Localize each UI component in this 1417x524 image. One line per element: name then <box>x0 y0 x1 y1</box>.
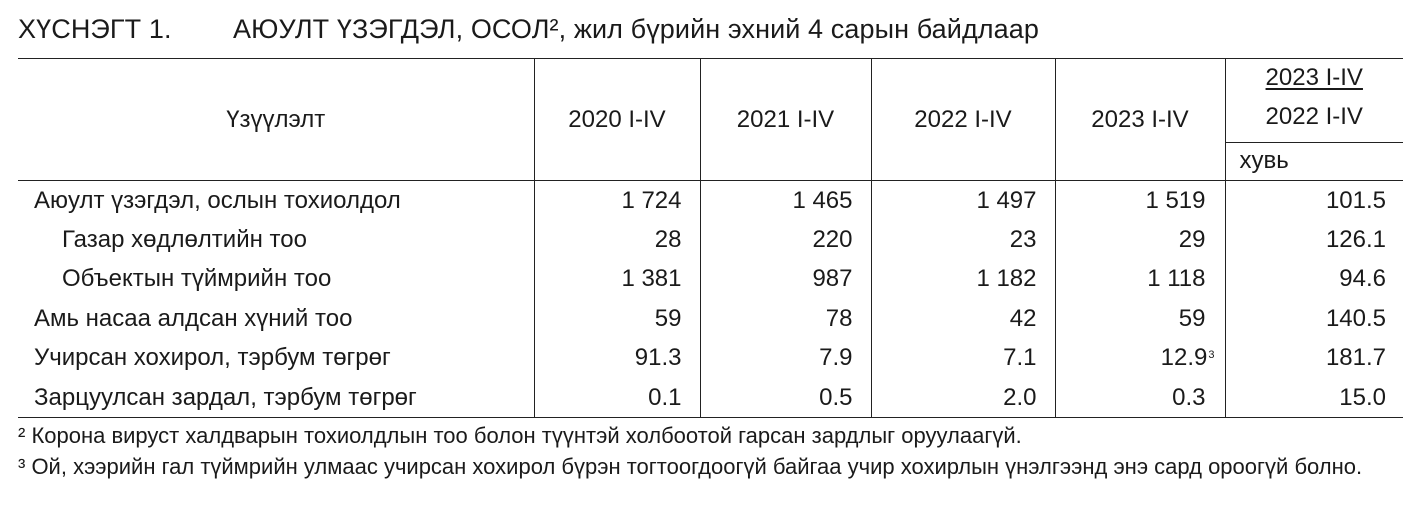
cell-2022: 1 497 <box>870 180 1055 221</box>
table-title-text: АЮУЛТ ҮЗЭГДЭЛ, ОСОЛ², жил бүрийн эхний 4… <box>233 14 1040 44</box>
table-row: Учирсан хохирол, тэрбум төгрөг 91.3 7.9 … <box>18 338 1403 378</box>
cell-2023: 59 <box>1054 299 1225 339</box>
cell-2022: 7.1 <box>870 338 1055 378</box>
table-number: ХҮСНЭГТ 1. <box>18 14 172 44</box>
cell-2022: 1 182 <box>870 259 1055 300</box>
cell-2021: 7.9 <box>699 338 871 378</box>
header-year-2020: 2020 I-IV <box>533 58 700 181</box>
header-year-2022: 2022 I-IV <box>870 58 1055 181</box>
footnotes: ² Корона вируст халдварын тохиолдлын тоо… <box>18 420 1408 482</box>
footnote-2: ² Корона вируст халдварын тохиолдлын тоо… <box>18 423 1022 448</box>
row-label: Зарцуулсан зардал, тэрбум төгрөг <box>18 377 534 419</box>
header-indicator: Үзүүлэлт <box>18 58 534 181</box>
cell-2020: 91.3 <box>533 338 700 378</box>
cell-2023: 29 <box>1054 220 1225 260</box>
statistics-table: Үзүүлэлт 2020 I-IV 2021 I-IV 2022 I-IV 2… <box>18 58 1403 419</box>
table-row: Амь насаа алдсан хүний тоо 59 78 42 59 1… <box>18 299 1403 339</box>
cell-2023: 1 519 <box>1054 180 1225 221</box>
header-year-2021: 2021 I-IV <box>699 58 871 181</box>
header-ratio: 2023 I-IV 2022 I-IV хувь <box>1224 58 1403 181</box>
table-title: ХҮСНЭГТ 1. АЮУЛТ ҮЗЭГДЭЛ, ОСОЛ², жил бүри… <box>18 14 1039 45</box>
cell-2020: 1 381 <box>533 259 700 300</box>
cell-ratio: 181.7 <box>1224 338 1403 378</box>
cell-2023: 1 118 <box>1054 259 1225 300</box>
cell-ratio: 101.5 <box>1224 180 1403 221</box>
table-row: Зарцуулсан зардал, тэрбум төгрөг 0.1 0.5… <box>18 377 1403 419</box>
row-label: Аюулт үзэгдэл, ослын тохиолдол <box>34 186 401 214</box>
header-year-2023: 2023 I-IV <box>1054 58 1225 181</box>
cell-ratio: 140.5 <box>1224 299 1403 339</box>
ratio-unit: хувь <box>1225 142 1403 180</box>
cell-ratio: 126.1 <box>1224 220 1403 260</box>
cell-2021: 78 <box>699 299 871 339</box>
cell-2020: 1 724 <box>533 180 700 221</box>
cell-2021: 987 <box>699 259 871 300</box>
table-row: Аюулт үзэгдэл, ослын тохиолдол 1 724 1 4… <box>18 180 1403 221</box>
cell-2023: 12.93 <box>1054 338 1225 378</box>
cell-2023: 0.3 <box>1054 377 1225 419</box>
table-row: Объектын түймрийн тоо 1 381 987 1 182 1 … <box>18 259 1403 300</box>
table-row: Газар хөдлөлтийн тоо 28 220 23 29 126.1 <box>18 220 1403 260</box>
row-label: Учирсан хохирол, тэрбум төгрөг <box>34 344 391 372</box>
row-label: Газар хөдлөлтийн тоо <box>62 226 307 254</box>
cell-2022: 23 <box>870 220 1055 260</box>
row-label: Объектын түймрийн тоо <box>62 265 332 293</box>
ratio-denominator: 2022 I-IV <box>1265 103 1363 130</box>
cell-2020: 0.1 <box>533 377 700 419</box>
cell-2022: 2.0 <box>870 377 1055 419</box>
cell-2021: 220 <box>699 220 871 260</box>
ratio-numerator: 2023 I-IV <box>1265 64 1363 91</box>
row-label: Амь насаа алдсан хүний тоо <box>34 304 353 332</box>
cell-2022: 42 <box>870 299 1055 339</box>
cell-2021: 1 465 <box>699 180 871 221</box>
cell-2020: 28 <box>533 220 700 260</box>
cell-2021: 0.5 <box>699 377 871 419</box>
cell-ratio: 94.6 <box>1224 259 1403 300</box>
footnote-3: ³ Ой, хээрийн гал түймрийн улмаас учирса… <box>18 454 1363 479</box>
footnote-marker: 3 <box>1208 349 1215 362</box>
header-row: Үзүүлэлт 2020 I-IV 2021 I-IV 2022 I-IV 2… <box>18 58 1403 181</box>
cell-2020: 59 <box>533 299 700 339</box>
cell-ratio: 15.0 <box>1224 377 1403 419</box>
